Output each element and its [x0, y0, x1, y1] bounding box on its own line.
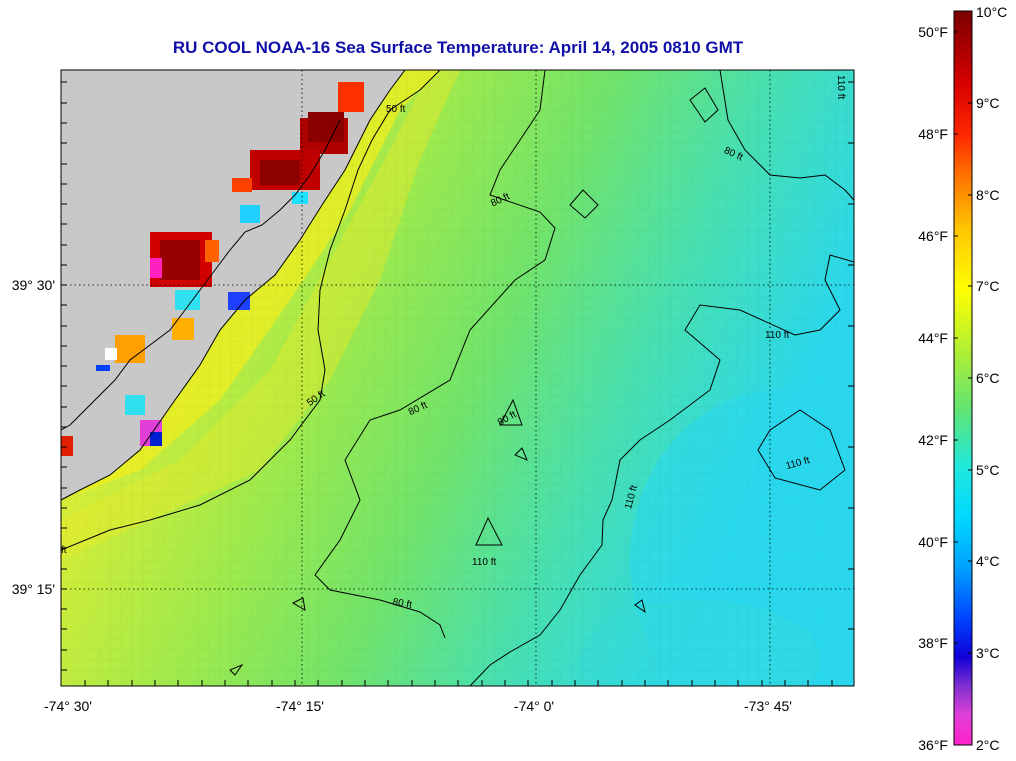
colorbar-label-f-42: 42°F — [918, 432, 948, 448]
colorbar: 50°F 48°F 46°F 44°F 42°F 40°F 38°F 36°F … — [918, 4, 1007, 753]
graticule — [61, 70, 854, 686]
minor-ticks — [61, 81, 854, 686]
contour-label-110ft-east: 110 ft — [765, 330, 789, 341]
contour-label-110ft-south: 110 ft — [472, 557, 496, 568]
colorbar-label-f-44: 44°F — [918, 330, 948, 346]
x-tick-label-1: -74° 30' — [44, 698, 92, 714]
coastline — [61, 70, 406, 501]
colorbar-label-c-7: 7°C — [976, 278, 1000, 294]
colorbar-label-f-40: 40°F — [918, 534, 948, 550]
x-tick-label-4: -73° 45' — [744, 698, 792, 714]
x-tick-label-3: -74° 0' — [514, 698, 554, 714]
inner-shoreline — [61, 119, 341, 431]
colorbar-scale — [954, 11, 972, 745]
contour-label-50ft: 50 ft — [386, 104, 406, 115]
colorbar-label-c-8: 8°C — [976, 187, 1000, 203]
colorbar-label-c-4: 4°C — [976, 553, 1000, 569]
colorbar-label-c-3: 3°C — [976, 645, 1000, 661]
map-area: 50 ft 50 ft 80 ft 80 ft 80 ft 80 ft 80 f… — [61, 70, 854, 686]
colorbar-label-f-50: 50°F — [918, 24, 948, 40]
map-title: RU COOL NOAA-16 Sea Surface Temperature:… — [172, 38, 744, 57]
colorbar-label-c-5: 5°C — [976, 462, 1000, 478]
colorbar-label-f-36: 36°F — [918, 737, 948, 753]
contour-label-110ft-top: 110 ft — [835, 75, 846, 99]
colorbar-ticks — [954, 31, 972, 654]
contour-label-80ft-south: 80 ft — [392, 597, 413, 611]
colorbar-label-f-46: 46°F — [918, 228, 948, 244]
contour-label-ft-edge: ft — [61, 545, 67, 556]
colorbar-label-f-38: 38°F — [918, 635, 948, 651]
colorbar-label-c-10: 10°C — [976, 4, 1007, 20]
colorbar-label-c-6: 6°C — [976, 370, 1000, 386]
y-tick-label-2: 39° 15' — [12, 581, 55, 597]
x-tick-label-2: -74° 15' — [276, 698, 324, 714]
colorbar-label-f-48: 48°F — [918, 126, 948, 142]
y-tick-label-1: 39° 30' — [12, 277, 55, 293]
bathymetry-contours — [61, 70, 854, 686]
colorbar-label-c-2: 2°C — [976, 737, 1000, 753]
colorbar-label-c-9: 9°C — [976, 95, 1000, 111]
coastal-hot-spots — [61, 82, 364, 456]
